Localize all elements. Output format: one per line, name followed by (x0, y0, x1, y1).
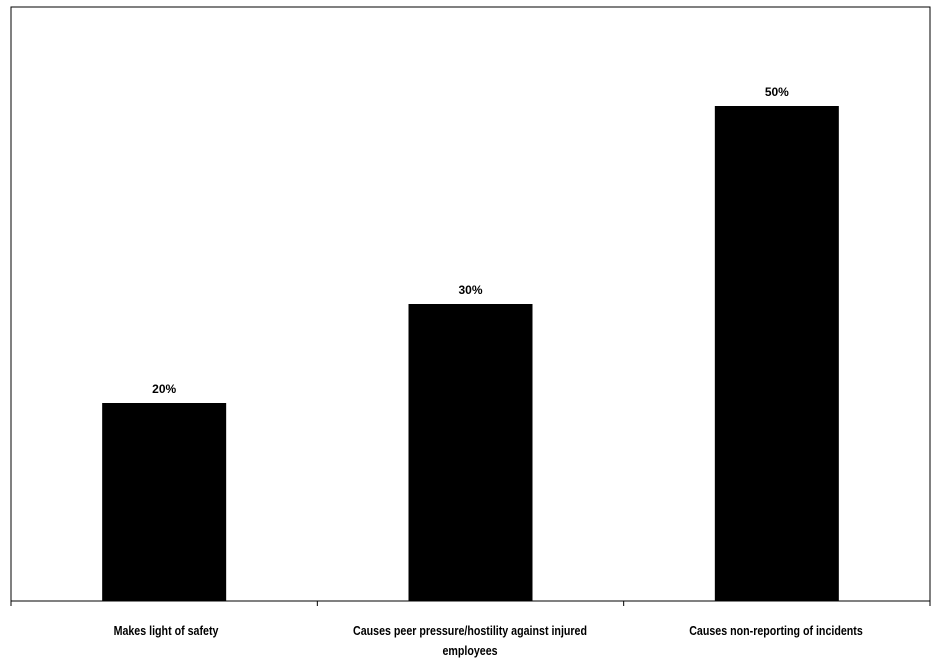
x-tick-label-1: Causes peer pressure/hostility against i… (352, 623, 588, 658)
x-tick-label-0: Makes light of safety (113, 623, 219, 638)
bars-layer (102, 106, 839, 601)
x-tick-label-2: Causes non-reporting of incidents (689, 623, 863, 638)
data-label-2: 50% (765, 85, 789, 99)
data-label-1: 30% (458, 283, 482, 297)
data-label-0: 20% (152, 382, 176, 396)
x-axis-ticks (10, 601, 931, 606)
bar-1 (408, 304, 533, 601)
data-labels-layer: 20% 30% 50% (152, 85, 789, 396)
bar-2 (714, 106, 839, 601)
bar-0 (102, 403, 227, 601)
